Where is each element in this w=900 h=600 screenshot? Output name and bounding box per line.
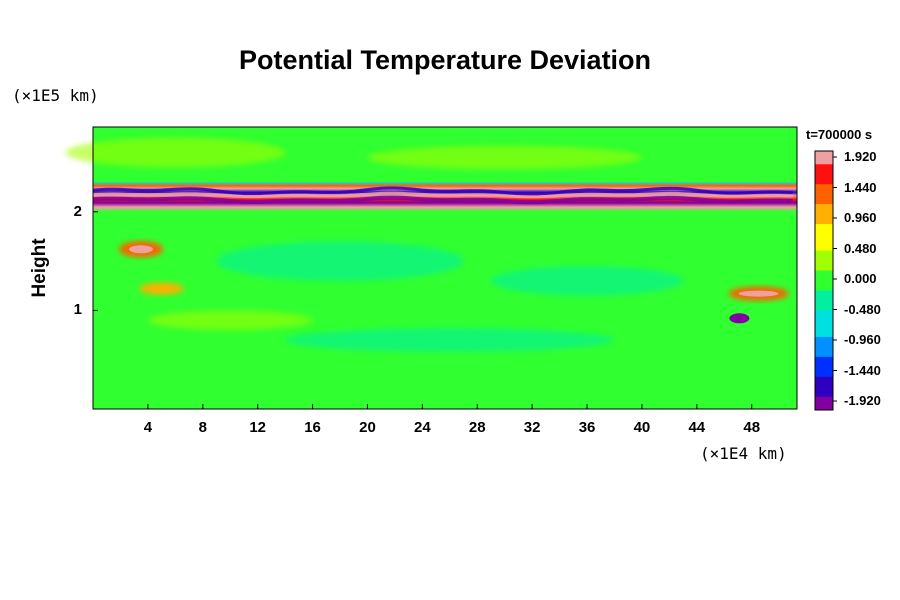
x-tick-label: 28 [468, 419, 486, 436]
colorbar-tick-label: 1.440 [844, 179, 877, 195]
colorbar-segment [815, 290, 833, 298]
colorbar-segment [815, 210, 833, 218]
x-scale-unit-label: (×1E4 km) [700, 444, 787, 463]
chart-title: Potential Temperature Deviation [238, 45, 652, 75]
colorbar [814, 150, 837, 411]
colorbar-segment [815, 164, 833, 172]
y-tick-label: 1 [73, 301, 82, 319]
x-tick-label: 8 [198, 419, 207, 436]
colorbar-frame [814, 150, 834, 411]
x-tick-label: 20 [359, 419, 376, 436]
colorbar-segment [815, 343, 833, 351]
plot-frame [92, 126, 798, 410]
x-tick-label: 40 [633, 419, 651, 436]
x-tick-label: 36 [578, 419, 596, 436]
colorbar-segment [815, 170, 833, 179]
colorbar-tick-label: 0.960 [844, 210, 877, 225]
y-scale-unit-label: (×1E5 km) [12, 86, 99, 105]
x-tick-label: 32 [523, 419, 541, 436]
colorbar-segment [815, 157, 833, 165]
colorbar-tick-label: 0.480 [844, 240, 877, 256]
colorbar-segment [815, 190, 833, 198]
colorbar-segment [815, 243, 833, 252]
colorbar-segment [815, 217, 833, 225]
colorbar-segment [815, 277, 833, 285]
field-texture [367, 145, 642, 170]
colorbar-segment [815, 270, 833, 278]
colorbar-segment [815, 376, 833, 384]
colorbar-tick-label: 0.000 [844, 271, 877, 286]
field-texture [285, 328, 615, 352]
colorbar-tick-label: 1.920 [844, 149, 877, 164]
colorbar-segment [815, 336, 833, 345]
band-streak-lower [92, 195, 793, 205]
field-texture [65, 137, 286, 168]
colorbar-segment [815, 390, 833, 398]
colorbar-segment [815, 350, 833, 358]
x-tick-label: 12 [249, 419, 267, 436]
colorbar-segment [815, 303, 833, 311]
x-tick-label: 44 [688, 419, 706, 436]
y-tick-label: 2 [73, 202, 82, 220]
colorbar-segment [815, 297, 833, 305]
colorbar-segment [815, 396, 833, 404]
warm-patch-left-core [129, 245, 154, 254]
x-tick-label: 48 [743, 419, 761, 436]
colorbar-tick-label: -1.920 [844, 393, 881, 408]
colorbar-segment [815, 230, 833, 238]
colorbar-segment [815, 237, 833, 245]
time-label: t=700000 s [806, 127, 873, 142]
colorbar-segment [815, 177, 833, 185]
colorbar-tick-label: -1.440 [844, 362, 881, 378]
colorbar-segment [815, 197, 833, 205]
colorbar-segment [815, 330, 833, 338]
colorbar-segment [815, 317, 833, 325]
colorbar-segment [815, 204, 833, 212]
cold-blob-right [729, 313, 750, 324]
colorbar-segment [815, 363, 833, 371]
colorbar-segment [815, 356, 833, 365]
field-texture [147, 310, 313, 331]
warm-patch-right-core [738, 290, 779, 297]
warm-patch-left-lower [139, 282, 184, 295]
colorbar-segment [815, 403, 833, 411]
colorbar-segment [815, 283, 833, 291]
colorbar-segment [815, 383, 833, 391]
colorbar-segment [815, 263, 833, 272]
band-streak-upper [92, 186, 793, 196]
band-streak-warm [92, 191, 793, 199]
colorbar-segment [815, 250, 833, 258]
x-tick-label: 4 [143, 419, 153, 436]
axis-ticks [93, 211, 753, 409]
colorbar-segment [815, 184, 833, 192]
field-texture [490, 266, 684, 296]
colorbar-segment [815, 310, 833, 318]
field-texture [216, 241, 464, 281]
colorbar-segment [815, 323, 833, 331]
colorbar-segment [815, 224, 833, 232]
x-tick-label: 24 [414, 419, 431, 436]
colorbar-segment [815, 370, 833, 378]
colorbar-tick-label: -0.960 [844, 332, 881, 347]
plot-area [65, 126, 798, 410]
colorbar-segment [815, 257, 833, 265]
x-tick-label: 16 [304, 419, 321, 436]
colorbar-tick-label: -0.480 [844, 301, 881, 317]
colorbar-segment [815, 151, 833, 159]
